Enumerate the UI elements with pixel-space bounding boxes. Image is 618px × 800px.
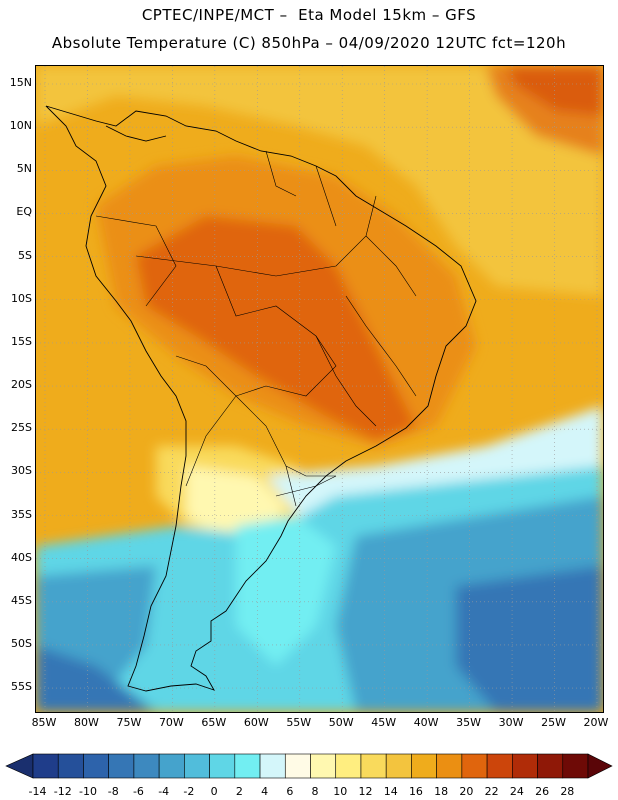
lon-tick-label: 80W bbox=[74, 716, 99, 729]
colorbar-swatch bbox=[461, 753, 488, 779]
lat-tick-label: 25S bbox=[11, 421, 32, 435]
colorbar-swatch bbox=[259, 753, 286, 779]
field-continent-hot bbox=[136, 216, 416, 441]
field-south-cream bbox=[186, 466, 286, 536]
borders bbox=[95, 150, 417, 507]
lat-tick-label: 15S bbox=[11, 334, 32, 348]
colorbar-swatch bbox=[133, 753, 160, 779]
colorbar-tick-label: 8 bbox=[311, 785, 319, 798]
lat-tick-label: 10N bbox=[9, 119, 32, 133]
lon-tick-label: 75W bbox=[116, 716, 142, 729]
colorbar-swatch bbox=[234, 753, 261, 779]
temperature-map bbox=[35, 65, 604, 713]
colorbar-swatch bbox=[209, 753, 236, 779]
colorbar-tick-label: 14 bbox=[383, 785, 398, 798]
colorbar bbox=[5, 753, 613, 779]
colorbar-tick-label: 28 bbox=[560, 785, 575, 798]
chart-subtitle: Absolute Temperature (C) 850hPa – 04/09/… bbox=[51, 34, 567, 52]
colorbar-tick-label: 16 bbox=[408, 785, 423, 798]
colorbar-tick-label: 2 bbox=[235, 785, 243, 798]
colorbar-swatch bbox=[486, 753, 513, 779]
lon-tick-label: 30W bbox=[498, 716, 524, 729]
field-blue-deep bbox=[456, 566, 603, 712]
lat-tick-label: 45S bbox=[11, 593, 32, 607]
colorbar-tick-label: -2 bbox=[183, 785, 195, 798]
colorbar-tick-label: 18 bbox=[434, 785, 449, 798]
colorbar-swatch bbox=[562, 753, 589, 779]
colorbar-swatch bbox=[83, 753, 109, 779]
colorbar-tick-label: -14 bbox=[28, 785, 47, 798]
colorbar-tick-label: 12 bbox=[358, 785, 373, 798]
colorbar-tick-label: -12 bbox=[53, 785, 72, 798]
lon-tick-label: 20W bbox=[583, 716, 609, 729]
colorbar-swatch bbox=[411, 753, 437, 779]
colorbar-tick-label: -6 bbox=[132, 785, 144, 798]
lat-tick-label: 35S bbox=[11, 507, 32, 521]
colorbar-swatch bbox=[284, 753, 311, 779]
colorbar-swatch bbox=[158, 753, 185, 779]
field-north-yellow bbox=[36, 66, 603, 296]
lat-tick-label: 5N bbox=[16, 162, 32, 176]
colorbar-tick-label: 26 bbox=[535, 785, 550, 798]
colorbar-over-arrow bbox=[587, 753, 613, 779]
lat-tick-label: 40S bbox=[11, 550, 32, 564]
colorbar-swatch bbox=[335, 753, 362, 779]
colorbar-tick-label: 20 bbox=[459, 785, 474, 798]
colorbar-tick-label: 10 bbox=[333, 785, 348, 798]
lon-tick-label: 55W bbox=[286, 716, 312, 729]
lon-tick-label: 25W bbox=[541, 716, 566, 729]
colorbar-swatch bbox=[57, 753, 84, 779]
chart-title: CPTEC/INPE/MCT – Eta Model 15km – GFS bbox=[141, 6, 477, 24]
lon-tick-label: 60W bbox=[243, 716, 269, 729]
map-canvas bbox=[36, 66, 603, 712]
lat-tick-label: 15N bbox=[9, 76, 32, 89]
lat-tick-label: 20S bbox=[11, 378, 32, 392]
lon-tick-label: 40W bbox=[413, 716, 439, 729]
colorbar-swatch bbox=[385, 753, 412, 779]
lat-tick-label: 55S bbox=[11, 680, 32, 694]
lon-tick-label: 35W bbox=[456, 716, 482, 729]
lon-tick-label: 70W bbox=[158, 716, 184, 729]
colorbar-swatch bbox=[184, 753, 210, 779]
lat-tick-label: EQ bbox=[16, 205, 32, 219]
field-ne-warm bbox=[486, 66, 603, 156]
colorbar-swatch bbox=[512, 753, 538, 779]
lat-tick-label: 10S bbox=[11, 291, 32, 305]
field-blue-sw bbox=[36, 646, 156, 712]
colorbar-tick-label: -10 bbox=[79, 785, 97, 798]
colorbar-tick-label: 0 bbox=[210, 785, 218, 798]
lon-tick-label: 50W bbox=[328, 716, 354, 729]
colorbar-swatch bbox=[310, 753, 337, 779]
lon-tick-label: 85W bbox=[31, 716, 57, 729]
colorbar-tick-label: -4 bbox=[158, 785, 170, 798]
colorbar-swatch bbox=[32, 753, 59, 779]
lat-tick-label: 5S bbox=[18, 248, 32, 262]
colorbar-tick-label: 24 bbox=[509, 785, 524, 798]
colorbar-swatch bbox=[360, 753, 387, 779]
colorbar-tick-label: 22 bbox=[484, 785, 499, 798]
coastlines bbox=[45, 105, 477, 692]
colorbar-swatch bbox=[108, 753, 135, 779]
lon-tick-label: 45W bbox=[371, 716, 397, 729]
colorbar-swatch bbox=[436, 753, 463, 779]
colorbar-tick-label: 4 bbox=[261, 785, 269, 798]
colorbar-tick-label: 6 bbox=[286, 785, 294, 798]
colorbar-under-arrow bbox=[5, 753, 34, 779]
graticule bbox=[36, 66, 603, 712]
lon-tick-label: 65W bbox=[201, 716, 227, 729]
colorbar-tick-label: -8 bbox=[107, 785, 119, 798]
lat-tick-label: 30S bbox=[11, 464, 32, 478]
colorbar-swatch bbox=[537, 753, 564, 779]
field-light-cyan bbox=[236, 516, 336, 666]
lat-tick-label: 50S bbox=[11, 636, 32, 650]
